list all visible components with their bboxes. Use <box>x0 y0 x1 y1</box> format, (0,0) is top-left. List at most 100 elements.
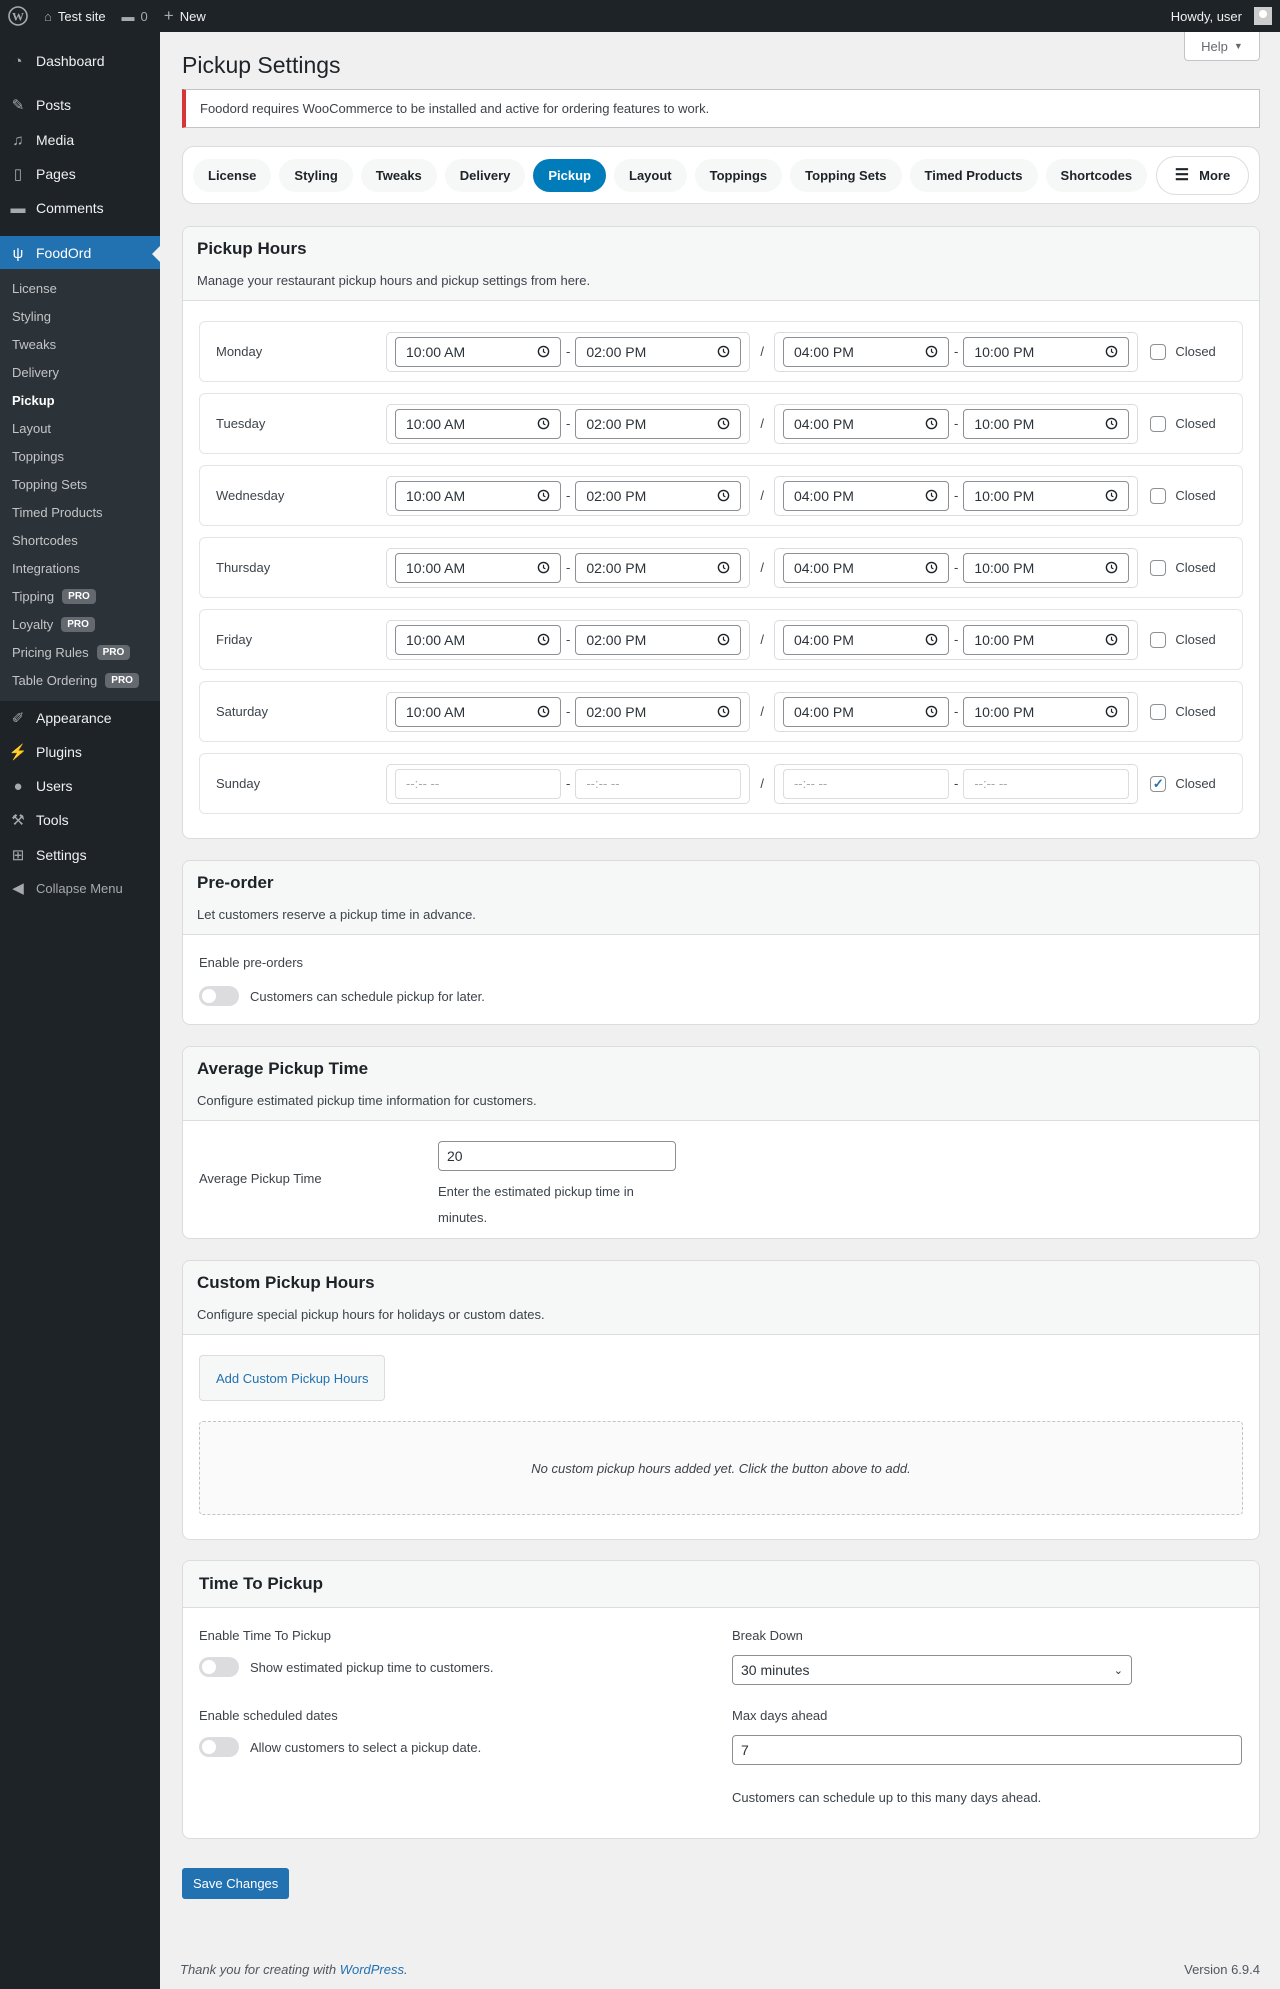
time-input[interactable]: 10:00 PM <box>963 336 1130 367</box>
time-input[interactable]: 04:00 PM <box>782 552 949 583</box>
tab-styling[interactable]: Styling <box>279 158 353 192</box>
clock-icon <box>717 417 730 430</box>
time-slot-2: 04:00 PM -10:00 PM <box>773 403 1139 444</box>
closed-checkbox[interactable] <box>1150 343 1167 360</box>
tab-tweaks[interactable]: Tweaks <box>360 158 437 192</box>
sidebar-item-posts[interactable]: ✎ Posts <box>0 88 160 122</box>
clock-icon <box>537 705 550 718</box>
submenu-topping-sets[interactable]: Topping Sets <box>12 477 88 492</box>
submenu-delivery[interactable]: Delivery <box>12 365 59 380</box>
time-input[interactable]: 04:00 PM <box>782 480 949 511</box>
time-input[interactable]: 02:00 PM <box>575 696 742 727</box>
tab-pickup[interactable]: Pickup <box>533 158 606 192</box>
submenu-shortcodes[interactable]: Shortcodes <box>12 533 78 548</box>
time-input[interactable]: 02:00 PM <box>575 336 742 367</box>
collapse-menu-button[interactable]: ◀ Collapse Menu <box>0 871 160 905</box>
time-input[interactable]: 10:00 AM <box>395 696 561 727</box>
section-description: Manage your restaurant pickup hours and … <box>197 273 591 288</box>
user-menu[interactable]: Howdy, user <box>1163 0 1280 32</box>
time-input[interactable]: 10:00 AM <box>395 336 561 367</box>
time-input[interactable]: 10:00 PM <box>963 408 1130 439</box>
save-changes-button[interactable]: Save Changes <box>182 1868 290 1899</box>
sidebar-item-media[interactable]: ♫ Media <box>0 123 160 157</box>
submenu-tipping[interactable]: Tipping PRO <box>12 589 96 604</box>
max-days-input[interactable]: 7 <box>732 1735 1242 1765</box>
avg-pickup-input[interactable]: 20 <box>438 1141 676 1171</box>
day-row-thursday: Thursday 10:00 AM -02:00 PM / 04:00 PM -10… <box>199 537 1243 598</box>
time-input[interactable]: 10:00 AM <box>395 408 561 439</box>
time-input[interactable]: 02:00 PM <box>575 552 742 583</box>
submenu-pricing-rules[interactable]: Pricing Rules PRO <box>12 645 131 660</box>
tab-timed-products[interactable]: Timed Products <box>909 158 1038 192</box>
enable-ttp-toggle[interactable] <box>199 1657 239 1677</box>
breakdown-label: Break Down <box>732 1628 803 1643</box>
time-input[interactable]: 04:00 PM <box>782 696 949 727</box>
tab-layout[interactable]: Layout <box>614 158 687 192</box>
pro-badge: PRO <box>61 617 95 632</box>
new-content-link[interactable]: + New <box>163 6 206 25</box>
time-input[interactable]: 10:00 PM <box>963 624 1130 655</box>
time-input[interactable]: 04:00 PM <box>782 336 949 367</box>
submenu-license[interactable]: License <box>12 281 57 296</box>
submenu-timed-products[interactable]: Timed Products <box>12 505 103 520</box>
sidebar-item-foodord[interactable]: ψ FoodOrd <box>0 236 160 270</box>
time-input[interactable]: 10:00 AM <box>395 552 561 583</box>
submenu-tweaks[interactable]: Tweaks <box>12 337 57 352</box>
tab-license[interactable]: License <box>193 158 272 192</box>
sidebar-item-dashboard[interactable]: ◔ Dashboard <box>0 44 160 78</box>
time-input[interactable]: 10:00 PM <box>963 552 1130 583</box>
add-custom-hours-button[interactable]: Add Custom Pickup Hours <box>199 1355 386 1401</box>
submenu-toppings[interactable]: Toppings <box>12 449 65 464</box>
site-link[interactable]: ⌂ Test site <box>44 8 106 24</box>
closed-checkbox[interactable] <box>1150 631 1167 648</box>
closed-checkbox[interactable] <box>1150 487 1167 504</box>
sidebar-item-users[interactable]: ● Users <box>0 769 160 803</box>
time-input[interactable]: 02:00 PM <box>575 624 742 655</box>
closed-checkbox[interactable] <box>1150 415 1167 432</box>
submenu-table-ordering[interactable]: Table Ordering PRO <box>12 673 139 688</box>
wordpress-logo-icon[interactable]: W <box>0 0 36 32</box>
tab-shortcodes[interactable]: Shortcodes <box>1045 158 1148 192</box>
wordpress-link[interactable]: WordPress <box>339 1962 404 1977</box>
more-tabs-button[interactable]: ☰ More <box>1156 155 1249 195</box>
time-input[interactable]: --:-- -- <box>575 768 742 799</box>
breakdown-select[interactable]: 30 minutes ⌄ <box>732 1655 1132 1685</box>
submenu-layout[interactable]: Layout <box>12 421 52 436</box>
tab-delivery[interactable]: Delivery <box>444 158 526 192</box>
time-input[interactable]: 04:00 PM <box>782 624 949 655</box>
time-input[interactable]: 10:00 AM <box>395 480 561 511</box>
sidebar-item-tools[interactable]: ⚒ Tools <box>0 803 160 837</box>
submenu-pickup[interactable]: Pickup <box>12 393 55 408</box>
time-input[interactable]: --:-- -- <box>395 768 561 799</box>
closed-checkbox[interactable]: ✓ <box>1150 775 1167 792</box>
sidebar-item-comments[interactable]: ▬ Comments <box>0 191 160 225</box>
tab-toppings[interactable]: Toppings <box>694 158 783 192</box>
sidebar-item-appearance[interactable]: ✐ Appearance <box>0 701 160 735</box>
sidebar-item-plugins[interactable]: ⚡ Plugins <box>0 735 160 769</box>
day-name: Sunday <box>216 776 261 791</box>
comments-link[interactable]: ▬ 0 <box>121 8 148 24</box>
closed-checkbox[interactable] <box>1150 559 1167 576</box>
time-input[interactable]: 10:00 AM <box>395 624 561 655</box>
help-button[interactable]: Help ▼ <box>1184 32 1260 61</box>
time-input[interactable]: 02:00 PM <box>575 480 742 511</box>
submenu-integrations[interactable]: Integrations <box>12 561 80 576</box>
sidebar-item-pages[interactable]: ▯ Pages <box>0 157 160 191</box>
sidebar-item-settings[interactable]: ⊞ Settings <box>0 838 160 872</box>
closed-checkbox[interactable] <box>1150 703 1167 720</box>
preorder-toggle[interactable] <box>199 986 239 1006</box>
time-input[interactable]: 02:00 PM <box>575 408 742 439</box>
tab-topping-sets[interactable]: Topping Sets <box>790 158 902 192</box>
time-slot-1: 10:00 AM -02:00 PM <box>386 475 751 516</box>
time-input[interactable]: --:-- -- <box>963 768 1130 799</box>
time-input[interactable]: --:-- -- <box>782 768 949 799</box>
time-input[interactable]: 10:00 PM <box>963 480 1130 511</box>
time-input[interactable]: 04:00 PM <box>782 408 949 439</box>
time-slot-1: 10:00 AM -02:00 PM <box>386 403 751 444</box>
time-input[interactable]: 10:00 PM <box>963 696 1130 727</box>
submenu-loyalty[interactable]: Loyalty PRO <box>12 617 95 632</box>
submenu-styling[interactable]: Styling <box>12 309 52 324</box>
version: Version 6.9.4 <box>1184 1962 1260 1977</box>
scheduled-dates-toggle[interactable] <box>199 1737 239 1757</box>
clock-icon <box>925 633 938 646</box>
